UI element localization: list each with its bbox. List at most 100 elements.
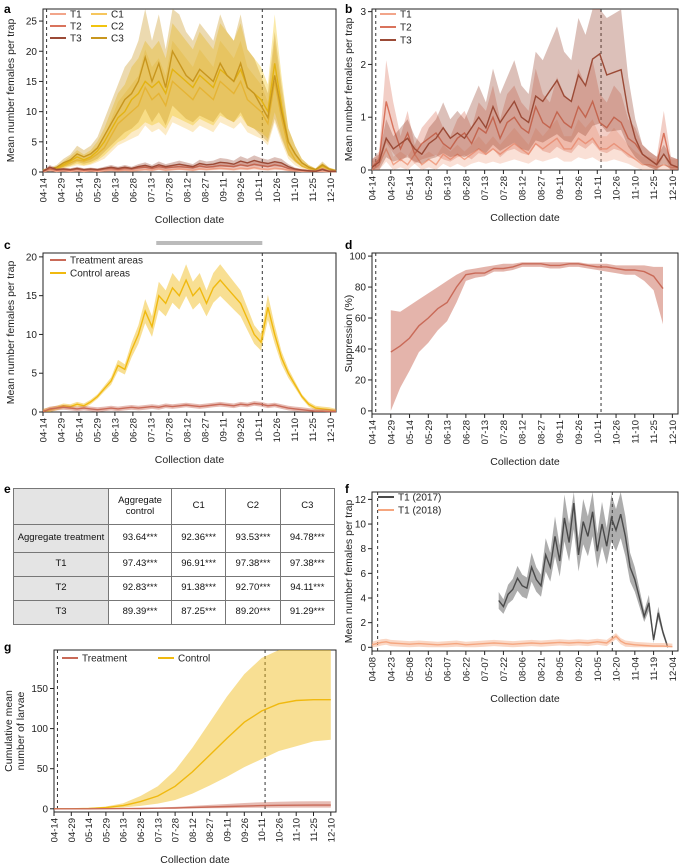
x-tick-label: 05-14 <box>84 818 95 842</box>
y-axis-label: number of larvae <box>15 691 27 770</box>
x-tick-label: 07-28 <box>499 176 510 200</box>
plot-frame <box>53 649 337 813</box>
y-tick-label: 12 <box>355 495 367 506</box>
x-axis-label: Collection date <box>160 854 230 864</box>
x-tick-label: 10-05 <box>593 657 604 681</box>
x-tick-label: 05-29 <box>424 420 435 444</box>
x-axis-label: Collection date <box>490 693 560 705</box>
x-tick-label: 11-04 <box>630 657 641 681</box>
x-tick-label: 07-07 <box>480 657 491 681</box>
panel-letter-e: e <box>4 482 11 496</box>
series-line-t1 <box>371 137 678 171</box>
y-tick-label: 2 <box>360 618 366 629</box>
x-tick-label: 06-13 <box>443 176 454 200</box>
suppression-table: Aggregate control C1 C2 C3 Aggregate tre… <box>13 488 336 625</box>
y-tick-label: 20 <box>26 252 38 263</box>
x-tick-label: 10-11 <box>254 178 265 202</box>
y-tick-label: 0 <box>360 166 366 177</box>
x-tick-label: 04-29 <box>386 420 397 444</box>
y-tick-label: 5 <box>31 137 37 148</box>
table-cell: 92.70*** <box>225 576 281 601</box>
x-tick-label: 11-10 <box>290 178 301 202</box>
table-cell: 94.78*** <box>279 524 336 553</box>
x-tick-label: 11-25 <box>649 176 660 200</box>
legend-label: T1 (2018) <box>398 506 441 517</box>
table-cell: 97.38*** <box>279 552 336 577</box>
series-line-t1 <box>42 167 336 173</box>
y-tick-label: 8 <box>360 544 366 555</box>
legend-label: C1 <box>111 10 124 21</box>
x-tick-label: 11-10 <box>630 420 641 444</box>
band-treatment <box>54 801 331 809</box>
x-tick-label: 04-29 <box>56 418 67 442</box>
band-t3 <box>372 9 678 170</box>
legend-label: Control areas <box>70 269 130 280</box>
legend-label: T2 <box>400 23 412 34</box>
x-tick-label: 08-12 <box>182 418 193 442</box>
x-tick-label: 04-14 <box>39 178 50 202</box>
x-tick-label: 09-11 <box>555 176 566 200</box>
x-tick-label: 12-10 <box>668 420 679 444</box>
x-tick-label: 04-29 <box>386 176 397 200</box>
x-tick-label: 06-28 <box>136 818 147 842</box>
series-line-t3 <box>42 159 336 173</box>
chart-d: 0 20 40 60 80 100 04-14 04-29 05-14 05-29 06-13 06-… <box>343 252 679 468</box>
panel-letter-a: a <box>4 2 11 16</box>
table-col-header: C1 <box>170 488 227 525</box>
x-tick-label: 04-23 <box>386 657 397 681</box>
y-tick-label: 0 <box>360 406 366 417</box>
series-line-c1 <box>42 79 337 173</box>
series-line-control <box>54 699 331 810</box>
x-tick-label: 07-28 <box>499 420 510 444</box>
band-suppression <box>390 262 663 411</box>
plot-frame <box>371 8 679 171</box>
x-axis-label: Collection date <box>490 212 560 224</box>
x-tick-label: 09-26 <box>236 418 247 442</box>
y-axis-label: Mean number females per trap <box>5 19 17 163</box>
table-cell: 87.25*** <box>170 600 227 625</box>
table-corner <box>13 488 109 525</box>
legend-label: T3 <box>70 34 82 45</box>
y-tick-label: 15 <box>26 77 38 88</box>
panel-letter-g: g <box>4 640 12 654</box>
y-tick-label: 20 <box>355 375 367 386</box>
panel-letter-d: d <box>345 238 353 252</box>
x-tick-label: 08-12 <box>518 176 529 200</box>
x-tick-label: 10-11 <box>254 418 265 442</box>
y-axis-label: Suppression (%) <box>343 295 355 373</box>
table-cell: 89.20*** <box>225 600 281 625</box>
x-tick-label: 07-13 <box>146 178 157 202</box>
x-tick-label: 05-14 <box>405 176 416 200</box>
x-tick-label: 04-14 <box>368 176 379 200</box>
plot-frame <box>371 491 679 652</box>
x-axis-label: Collection date <box>155 214 225 226</box>
y-axis-label: Mean number females per trap <box>5 261 17 405</box>
table-row: T2 92.83*** 91.38*** 92.70*** 94.11*** <box>13 576 336 601</box>
x-tick-label: 12-10 <box>326 178 337 202</box>
legend-label: Treatment <box>82 654 127 665</box>
band-c1 <box>43 40 336 173</box>
x-tick-label: 11-25 <box>308 178 319 202</box>
x-tick-label: 06-13 <box>119 818 130 842</box>
band-c3 <box>43 9 336 172</box>
x-tick-label: 08-06 <box>518 657 529 681</box>
x-tick-label: 12-10 <box>326 418 337 442</box>
x-tick-label: 06-28 <box>461 176 472 200</box>
x-tick-label: 08-27 <box>536 420 547 444</box>
y-tick-label: 10 <box>26 107 38 118</box>
x-tick-label: 05-14 <box>74 178 85 202</box>
y-tick-label: 50 <box>37 764 49 775</box>
x-tick-label: 06-28 <box>461 420 472 444</box>
x-tick-label: 09-26 <box>240 818 251 842</box>
y-tick-label: 1 <box>360 113 366 124</box>
x-tick-label: 10-11 <box>593 420 604 444</box>
series-line-t1-2018- <box>371 635 673 648</box>
x-tick-label: 09-05 <box>555 657 566 681</box>
y-tick-label: 20 <box>26 47 38 58</box>
x-tick-label: 09-11 <box>555 420 566 444</box>
table-cell: 91.29*** <box>279 600 336 625</box>
table-cell: 94.11*** <box>279 576 336 601</box>
x-tick-label: 06-13 <box>443 420 454 444</box>
band-c2 <box>43 14 336 173</box>
